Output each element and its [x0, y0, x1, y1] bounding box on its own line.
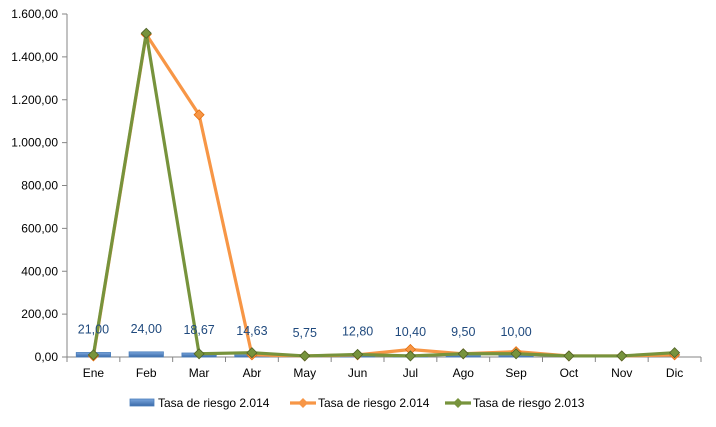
series-line	[91, 32, 675, 358]
data-label: 12,80	[342, 324, 373, 338]
series-marker	[563, 350, 575, 362]
x-tick-label: Oct	[560, 366, 579, 380]
y-tick-label: 1.000,00	[11, 136, 58, 150]
series-marker	[193, 348, 205, 360]
data-labels: 21,00 24,00 18,67 14,63 5,75 12,80 10,40 9,50 10…	[78, 322, 532, 340]
x-tick-label: Jul	[403, 366, 418, 380]
y-tick-label: 400,00	[21, 264, 58, 278]
y-tick-label: 200,00	[21, 307, 58, 321]
x-tick-label: Sep	[505, 366, 527, 380]
data-label: 14,63	[236, 324, 267, 338]
series-marker	[669, 347, 681, 359]
data-label: 18,67	[183, 323, 214, 337]
legend-swatch	[129, 398, 155, 407]
x-tick-label: Feb	[136, 366, 157, 380]
data-label: 21,00	[78, 322, 109, 336]
x-tick-label: Nov	[611, 366, 632, 380]
data-label: 9,50	[451, 325, 475, 339]
legend-label: Tasa de riesgo 2.013	[473, 396, 585, 410]
y-tick-label: 1.200,00	[11, 93, 58, 107]
series-marker	[193, 109, 205, 121]
bar	[128, 351, 164, 358]
y-tick-label: 600,00	[21, 221, 58, 235]
x-tick-label: Abr	[243, 366, 262, 380]
legend-item: Tasa de riesgo 2.014	[290, 396, 430, 410]
legend: Tasa de riesgo 2.014 Tasa de riesgo 2.014…	[129, 396, 585, 410]
data-label: 5,75	[293, 326, 317, 340]
y-tick-label: 1.600,00	[11, 7, 58, 21]
x-tick-label: Ene	[83, 366, 105, 380]
x-tick-label: Dic	[666, 366, 683, 380]
x-tick-label: Ago	[453, 366, 475, 380]
legend-label: Tasa de riesgo 2.014	[318, 396, 430, 410]
y-tick-label: 1.400,00	[11, 50, 58, 64]
series-marker	[140, 27, 152, 39]
data-label: 10,40	[395, 325, 426, 339]
x-tick-label: May	[293, 366, 316, 380]
series-marker	[87, 349, 99, 361]
x-tick-label: Mar	[189, 366, 210, 380]
legend-marker	[298, 398, 308, 408]
legend-label: Tasa de riesgo 2.014	[158, 396, 270, 410]
y-tick-label: 800,00	[21, 179, 58, 193]
y-tick-label: 0,00	[35, 350, 59, 364]
legend-item: Tasa de riesgo 2.014	[129, 396, 270, 410]
series-marker	[404, 350, 416, 362]
series-line	[91, 31, 675, 358]
legend-marker	[453, 398, 463, 408]
series-marker	[457, 348, 469, 360]
data-label: 24,00	[131, 322, 162, 336]
series-marker	[510, 348, 522, 360]
series-marker	[616, 350, 628, 362]
series-marker	[352, 348, 364, 360]
line-series	[87, 27, 681, 362]
x-axis: Ene Feb Mar Abr May Jun Jul Ago Sep Oct Nov Dic	[66, 356, 702, 380]
series-marker	[299, 350, 311, 362]
legend-item: Tasa de riesgo 2.013	[445, 396, 585, 410]
x-tick-label: Jun	[348, 366, 367, 380]
y-axis: 0,00 200,00 400,00 600,00 800,00 1.000,00 1.20…	[11, 7, 68, 364]
data-label: 10,00	[500, 325, 531, 339]
series-marker	[246, 347, 258, 359]
